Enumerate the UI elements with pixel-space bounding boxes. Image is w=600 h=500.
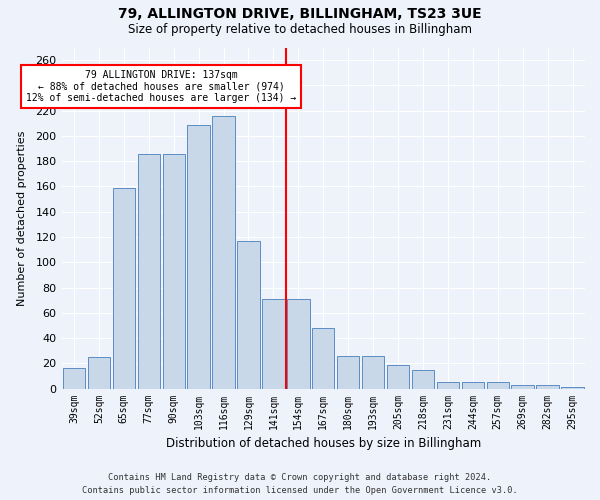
Bar	[88, 357, 110, 388]
Bar	[212, 116, 235, 388]
Text: Size of property relative to detached houses in Billingham: Size of property relative to detached ho…	[128, 22, 472, 36]
Bar	[461, 382, 484, 388]
Bar	[511, 385, 534, 388]
Bar	[536, 385, 559, 388]
Bar	[237, 241, 260, 388]
Bar	[163, 154, 185, 388]
Bar	[337, 356, 359, 388]
Bar	[362, 356, 385, 388]
Text: 79, ALLINGTON DRIVE, BILLINGHAM, TS23 3UE: 79, ALLINGTON DRIVE, BILLINGHAM, TS23 3U…	[118, 8, 482, 22]
Bar	[187, 124, 210, 388]
Bar	[113, 188, 135, 388]
Text: 79 ALLINGTON DRIVE: 137sqm
← 88% of detached houses are smaller (974)
12% of sem: 79 ALLINGTON DRIVE: 137sqm ← 88% of deta…	[26, 70, 296, 103]
Bar	[487, 382, 509, 388]
Bar	[137, 154, 160, 388]
Bar	[287, 299, 310, 388]
Bar	[262, 299, 284, 388]
Y-axis label: Number of detached properties: Number of detached properties	[17, 130, 27, 306]
Bar	[312, 328, 334, 388]
Bar	[63, 368, 85, 388]
Bar	[437, 382, 459, 388]
Bar	[412, 370, 434, 388]
Bar	[387, 364, 409, 388]
Text: Contains HM Land Registry data © Crown copyright and database right 2024.
Contai: Contains HM Land Registry data © Crown c…	[82, 474, 518, 495]
X-axis label: Distribution of detached houses by size in Billingham: Distribution of detached houses by size …	[166, 437, 481, 450]
